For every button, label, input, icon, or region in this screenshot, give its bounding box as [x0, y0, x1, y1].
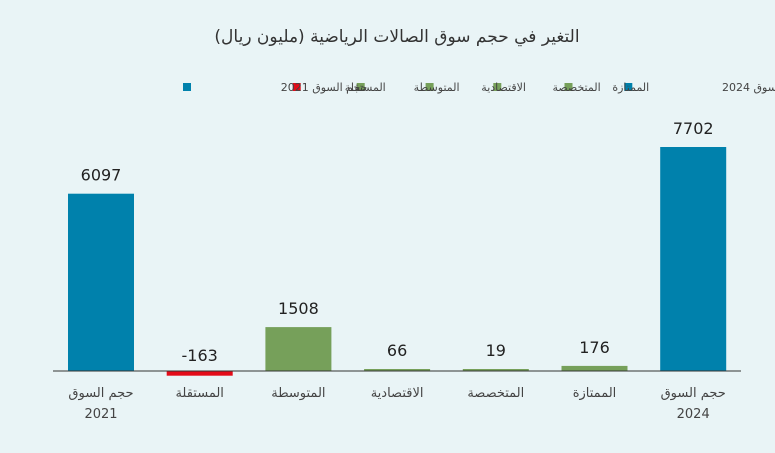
legend-swatch-5 [292, 83, 301, 91]
legend-label-6: حجم السوق 2021 [281, 81, 368, 94]
category-label-1-0: المستقلة [175, 386, 223, 401]
chart-legend: حجم السوق 2024 الممتازة المتخصصة الاقتصادية… [183, 81, 775, 94]
data-label-3: 66 [387, 341, 407, 360]
category-labels-group: حجم السوق 2021 المستقلة المتوسطة الاقتصادية ا… [68, 386, 725, 422]
category-label-0-1: 2021 [84, 407, 117, 422]
category-label-4-0: المتخصصة [467, 386, 524, 401]
legend-swatch-1 [564, 83, 573, 91]
category-label-2-0: المتوسطة [271, 386, 325, 401]
legend-label-3: الاقتصادية [481, 81, 526, 94]
category-label-0-0: حجم السوق [68, 386, 133, 401]
legend-label-5: المستقلة [345, 81, 386, 94]
legend-swatch-4 [356, 83, 365, 91]
legend-label-4: المتوسطة [414, 81, 460, 94]
data-label-0: 6097 [81, 166, 122, 185]
category-label-3-0: الاقتصادية [371, 386, 424, 401]
bar-3 [364, 369, 431, 371]
legend-swatch-3 [425, 83, 434, 91]
legend-label-2: المتخصصة [552, 81, 600, 94]
legend-label-0: حجم السوق 2024 [722, 81, 775, 94]
data-label-4: 19 [486, 341, 506, 360]
data-labels-group: 6097 -163 1508 66 19 176 7702 [81, 119, 714, 365]
bar-5 [561, 365, 628, 371]
legend-swatch-2 [493, 83, 502, 91]
bar-4 [462, 369, 529, 371]
bar-0 [68, 193, 134, 371]
category-label-6-0: حجم السوق [661, 386, 726, 401]
data-label-1: -163 [182, 346, 218, 365]
bar-6 [660, 147, 727, 371]
data-label-6: 7702 [673, 119, 714, 138]
bars-group [68, 147, 727, 376]
bar-1 [166, 371, 233, 376]
legend-label-1: الممتازة [612, 81, 649, 94]
data-label-2: 1508 [278, 299, 319, 318]
category-label-5-0: الممتازة [573, 386, 617, 401]
category-label-6-1: 2024 [677, 407, 710, 422]
legend-swatch-0 [624, 83, 633, 91]
data-label-5: 176 [579, 338, 610, 357]
bar-2 [265, 327, 332, 371]
chart-title: التغير في حجم سوق الصالات الرياضية (مليو… [214, 27, 579, 47]
legend-swatch-6 [183, 83, 191, 91]
